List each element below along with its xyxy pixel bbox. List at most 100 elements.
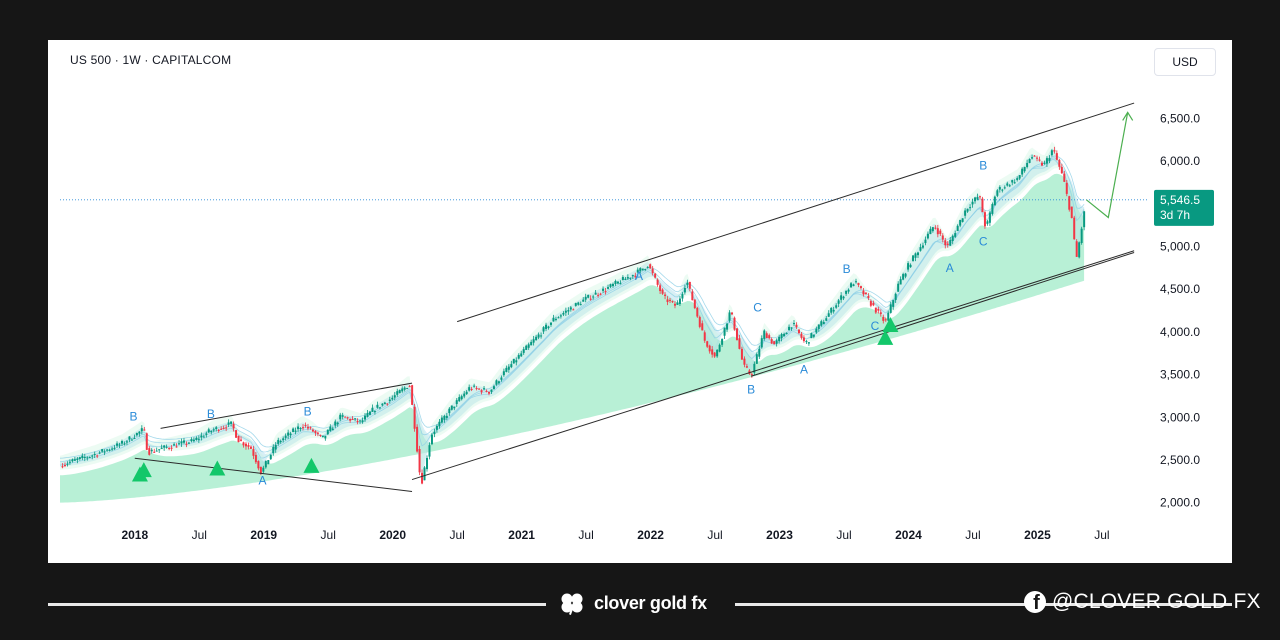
candle-body [376,404,379,408]
candle-body [178,443,181,445]
candle-body [1043,162,1046,164]
candle-body [378,407,381,409]
candle-body [726,323,729,330]
candle-body [887,312,890,321]
candle-body [542,327,545,332]
candle-body [862,290,865,295]
candle-body [669,299,672,301]
candle-body [145,433,148,450]
candle-body [567,310,570,312]
candle-body [904,273,907,277]
candle-body [316,432,319,434]
current-price-value: 5,546.5 [1160,193,1200,207]
candle-body [63,464,66,466]
candle-body [242,442,245,446]
candle-body [532,339,535,343]
candle-body [324,435,327,439]
candle-body [547,326,550,329]
price-chart[interactable]: BBBAACBABCACB6,500.06,000.05,500.05,000.… [48,40,1232,563]
candle-body [1058,160,1061,167]
candle-body [1033,155,1036,157]
candle-body [750,374,753,376]
trend-line [457,102,1135,323]
candle-body [458,397,461,402]
social-handle[interactable]: f @CLOVER GOLD FX [1024,589,1261,615]
candle-body [800,333,803,338]
candle-body [383,402,386,405]
candle-body [143,429,146,431]
y-tick-label: 3,500.0 [1160,368,1200,382]
wave-label: B [129,410,137,424]
candle-body [450,405,453,410]
candle-body [416,426,419,452]
candle-body [160,447,163,449]
candle-body [1055,153,1058,160]
candle-body [311,429,314,432]
candle-body [974,197,977,202]
candle-body [971,201,974,205]
candle-body [688,281,691,289]
candle-body [111,448,114,450]
candle-body [765,333,768,339]
candle-body [1036,157,1039,159]
candle-body [66,463,69,465]
footer-divider-right [735,603,1232,606]
candle-body [398,390,401,394]
currency-button[interactable]: USD [1154,48,1216,76]
candle-body [190,439,193,442]
candle-body [237,435,240,443]
candle-body [1038,159,1041,161]
candle-body [133,437,136,439]
candle-body [934,227,937,229]
candle-body [825,318,828,321]
candle-body [487,391,490,394]
candle-body [527,344,530,348]
candle-body [597,294,600,296]
candle-body [976,197,979,200]
candle-body [582,299,585,302]
x-tick-label: 2018 [121,528,148,542]
candle-body [822,321,825,325]
candle-body [812,334,815,337]
candle-body [361,420,364,423]
candle-body [525,345,528,350]
candle-body [964,210,967,216]
candle-body [832,309,835,312]
candle-body [892,300,895,307]
candle-body [574,303,577,306]
candle-body [624,278,627,280]
candle-body [619,283,622,285]
candle-body [411,385,414,405]
candle-body [731,312,734,315]
candle-body [430,434,433,445]
candle-body [983,212,986,227]
candle-body [592,296,595,298]
candle-body [329,426,332,432]
candle-body [939,230,942,234]
candle-body [314,430,317,433]
candle-body [651,268,654,274]
candle-body [951,235,954,242]
candle-body [855,281,858,283]
candle-body [254,455,257,463]
candle-body [696,307,699,317]
candle-body [339,414,342,420]
candle-body [371,407,374,412]
trend-line [751,251,1135,377]
candle-body [634,275,637,277]
candle-body [349,419,352,421]
candle-body [988,212,991,223]
candle-body [483,388,486,390]
candle-body [659,285,662,292]
candle-body [101,449,104,452]
candle-body [611,284,614,287]
candle-body [274,444,277,450]
candle-body [185,443,188,445]
trend-line [411,250,1135,481]
candle-body [118,444,121,446]
candle-body [703,332,706,341]
candle-body [351,418,354,420]
candle-body [81,455,84,458]
candle-body [428,445,431,457]
candle-body [93,454,96,456]
